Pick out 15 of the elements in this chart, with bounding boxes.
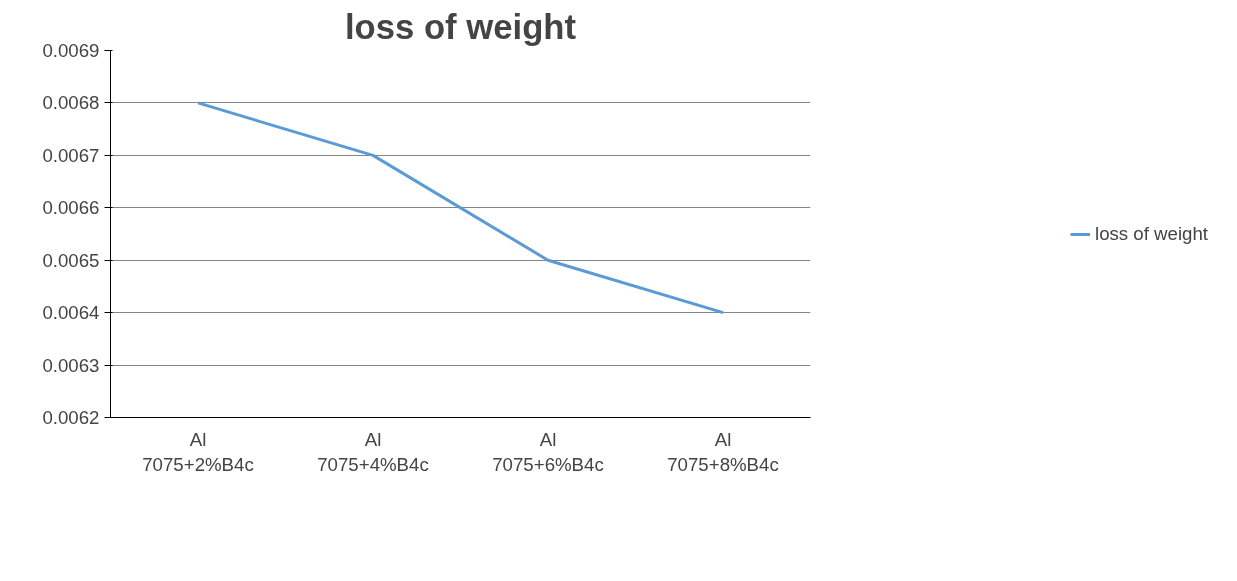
y-tick-label: 0.0067: [42, 144, 100, 166]
line-series: [196, 101, 725, 315]
y-tick-label: 0.0066: [42, 197, 100, 219]
y-tick-label: 0.0064: [42, 302, 100, 324]
y-tick-label: 0.0069: [42, 40, 100, 61]
x-tick-label: Al 7075+2%B4c: [142, 428, 254, 475]
y-tick-label: 0.0068: [42, 92, 100, 114]
x-tick-label: Al 7075+8%B4c: [667, 428, 779, 475]
y-tick-label: 0.0063: [42, 354, 100, 376]
y-tick-label: 0.0065: [42, 249, 100, 271]
legend-label: loss of weight: [1094, 222, 1209, 245]
chart-title: loss of weight: [344, 7, 577, 46]
x-tick-label: Al 7075+6%B4c: [492, 428, 604, 475]
x-tick-label: Al 7075+4%B4c: [317, 428, 429, 475]
y-tick-label: 0.0062: [42, 407, 100, 428]
